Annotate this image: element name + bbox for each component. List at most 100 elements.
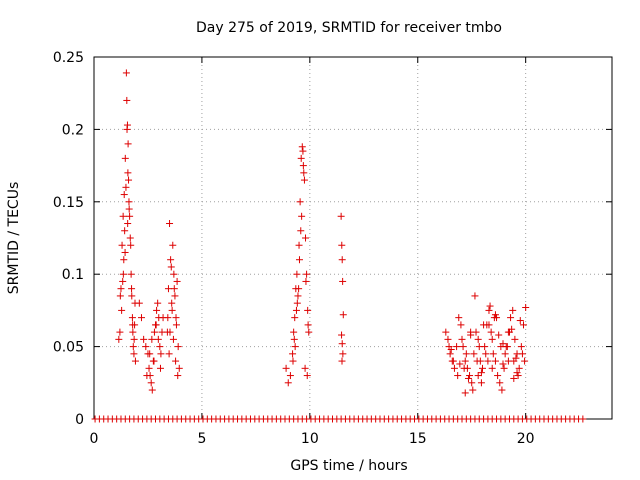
data-point	[477, 379, 485, 387]
x-tick-label: 20	[517, 431, 535, 447]
data-point	[305, 328, 313, 336]
data-point	[470, 350, 478, 358]
data-point	[298, 143, 306, 151]
data-point	[444, 335, 452, 343]
data-point	[518, 350, 526, 358]
data-point	[339, 277, 347, 285]
data-point	[156, 343, 164, 351]
data-point	[119, 270, 127, 278]
data-point	[455, 314, 463, 322]
data-point	[500, 364, 508, 372]
data-point	[461, 357, 469, 365]
data-point	[121, 248, 129, 256]
data-point	[295, 241, 303, 249]
data-point	[521, 357, 529, 365]
data-point	[513, 369, 521, 377]
data-point	[137, 314, 145, 322]
data-point	[117, 285, 125, 293]
data-point	[501, 350, 509, 358]
data-point	[484, 357, 492, 365]
data-point	[337, 212, 345, 220]
data-point	[485, 321, 493, 329]
data-point	[449, 357, 457, 365]
data-point	[491, 357, 499, 365]
data-point	[118, 241, 126, 249]
x-tick-label: 0	[90, 431, 99, 447]
data-point	[487, 328, 495, 336]
x-tick-label: 15	[409, 431, 427, 447]
data-point	[119, 212, 127, 220]
data-point	[124, 140, 132, 148]
data-point	[142, 343, 150, 351]
data-point	[291, 314, 299, 322]
data-point	[454, 372, 462, 380]
data-point	[468, 379, 476, 387]
data-point	[140, 335, 148, 343]
data-point	[339, 311, 347, 319]
data-point	[446, 350, 454, 358]
data-point	[154, 335, 162, 343]
data-point	[290, 335, 298, 343]
data-point	[128, 292, 136, 300]
data-point	[282, 364, 290, 372]
data-point	[459, 343, 467, 351]
data-point	[118, 306, 126, 314]
data-point	[115, 335, 123, 343]
data-point	[129, 343, 137, 351]
y-tick-label: 0.25	[53, 50, 84, 66]
data-point	[167, 263, 175, 271]
data-point	[450, 364, 458, 372]
data-point	[474, 372, 482, 380]
data-point	[296, 198, 304, 206]
data-point	[522, 304, 530, 312]
data-point	[299, 162, 307, 170]
data-point	[172, 321, 180, 329]
data-point	[156, 364, 164, 372]
data-point	[494, 372, 502, 380]
data-point	[447, 345, 455, 353]
data-point	[512, 354, 520, 362]
data-point	[515, 364, 523, 372]
data-point	[148, 386, 156, 394]
data-point	[514, 372, 522, 380]
data-point	[457, 321, 465, 329]
data-point	[461, 389, 469, 397]
x-tick-label: 5	[197, 431, 206, 447]
data-point	[131, 357, 139, 365]
data-point	[153, 306, 161, 314]
data-point	[489, 350, 497, 358]
data-point	[292, 306, 300, 314]
x-tick-label: 10	[301, 431, 319, 447]
x-axis-ticks: 0 5 10 15 20	[90, 57, 535, 447]
data-point	[143, 372, 151, 380]
data-point	[289, 350, 297, 358]
data-point	[294, 292, 302, 300]
data-point	[499, 340, 507, 348]
data-point	[127, 241, 135, 249]
data-point	[129, 321, 137, 329]
data-point	[290, 328, 298, 336]
data-point	[122, 69, 130, 77]
y-axis-label: SRMTID / TECUs	[6, 182, 22, 295]
data-point	[125, 205, 133, 213]
data-point	[486, 302, 494, 310]
data-point	[297, 154, 305, 162]
data-point	[511, 335, 519, 343]
data-point	[147, 379, 155, 387]
data-point	[166, 220, 174, 228]
data-point	[170, 270, 178, 278]
data-point	[120, 256, 128, 264]
data-point	[172, 314, 180, 322]
data-point	[165, 350, 173, 358]
data-point	[298, 212, 306, 220]
data-point	[453, 343, 461, 351]
y-tick-label: 0	[75, 412, 84, 428]
y-tick-label: 0.1	[62, 267, 84, 283]
data-point	[168, 306, 176, 314]
data-point	[157, 350, 165, 358]
data-point	[300, 176, 308, 184]
y-tick-label: 0.15	[53, 195, 84, 211]
data-point	[150, 357, 158, 365]
data-point	[302, 234, 310, 242]
data-point	[164, 314, 172, 322]
